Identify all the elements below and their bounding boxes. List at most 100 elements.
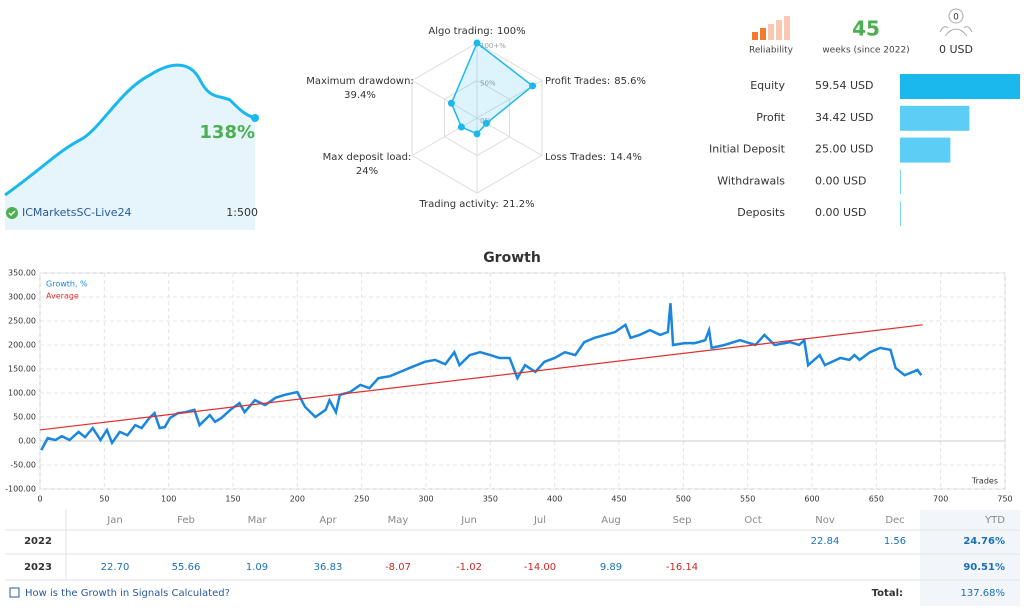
y-tick-label: 300.00 (8, 293, 36, 302)
x-tick-label: 650 (869, 495, 884, 504)
radar-label: Algo trading: 100% (428, 26, 525, 37)
rel-bar (752, 32, 758, 40)
bar (900, 201, 901, 227)
help-link[interactable]: How is the Growth in Signals Calculated? (25, 588, 230, 599)
plot-frame (39, 272, 1006, 490)
series-line (40, 303, 923, 451)
month-value: 22.84 (811, 536, 840, 547)
month-value: -1.02 (456, 562, 482, 573)
sparkline-end (251, 114, 259, 122)
bar-label: Initial Deposit (709, 143, 786, 156)
bar (900, 105, 970, 131)
total-label: Total: (872, 588, 903, 599)
month-value: 22.70 (101, 562, 130, 573)
mask (0, 232, 1024, 238)
ytd-column (920, 510, 1020, 606)
leverage: 1:500 (226, 206, 258, 219)
subscriber-icon (948, 8, 964, 24)
x-tick-label: 0 (37, 495, 42, 504)
weeks-label: weeks (since 2022) (822, 46, 909, 56)
bar-value: 34.42 USD (815, 111, 874, 124)
rel-bar (776, 20, 782, 40)
subscribers: 0 (953, 13, 959, 23)
month-value: 1.09 (246, 562, 268, 573)
radar-value: 100% (497, 26, 526, 37)
server-name[interactable]: ICMarketsSC-Live24 (22, 206, 132, 219)
radar-spoke (411, 80, 478, 119)
check (8, 210, 16, 217)
radar-point (457, 123, 465, 131)
month-header: Aug (601, 515, 621, 526)
ytd-header: YTD (984, 515, 1005, 526)
month-header: Jul (533, 515, 546, 526)
bar (900, 169, 901, 195)
ytd-value: 90.51% (963, 562, 1005, 573)
legend-entry: Average (46, 292, 79, 301)
x-tick-label: 250 (354, 495, 369, 504)
radar-value: 24% (356, 166, 378, 177)
radar-point (473, 130, 481, 138)
radar-label-name: Algo trading: (428, 26, 493, 37)
radar-spoke (411, 117, 478, 156)
sparkline (4, 63, 256, 197)
x-axis-label: Trades (971, 477, 998, 486)
year: 2023 (24, 562, 52, 573)
radar-area (450, 41, 534, 135)
x-tick-label: 500 (676, 495, 691, 504)
sparkline-area (5, 65, 255, 230)
bar (900, 74, 1020, 99)
radar-point (529, 82, 537, 90)
bar-value: 25.00 USD (815, 143, 874, 156)
rel-bar (784, 16, 790, 40)
radar-label-name: Trading activity: (418, 199, 498, 210)
radar-point (482, 119, 490, 127)
y-tick-label: 100.00 (8, 389, 36, 398)
total-value: 137.68% (961, 588, 1006, 599)
radar-point (473, 39, 481, 47)
radar-tick-label: 50% (480, 80, 496, 88)
y-tick-label: -100.00 (5, 485, 36, 494)
x-tick-label: 350 (483, 495, 498, 504)
x-tick-label: 450 (611, 495, 626, 504)
x-tick-label: 550 (740, 495, 755, 504)
legend-entry: Growth, % (46, 280, 88, 289)
month-header: Sep (673, 515, 692, 526)
bar-value: 0.00 USD (815, 174, 867, 187)
x-tick-label: 100 (161, 495, 176, 504)
month-header: Feb (177, 515, 195, 526)
growth-value: 138% (199, 122, 255, 143)
month-header: May (388, 515, 409, 526)
month-header: Apr (319, 515, 337, 526)
radar-value: 21.2% (503, 199, 535, 210)
y-tick-label: 350.00 (8, 269, 36, 278)
ytd-value: 24.76% (963, 536, 1005, 547)
x-tick-label: 200 (290, 495, 305, 504)
y-tick-label: 0.00 (18, 437, 36, 446)
bar-label: Profit (756, 111, 785, 124)
reliability-label: Reliability (749, 46, 794, 56)
month-header: Nov (815, 515, 835, 526)
y-tick-label: 150.00 (8, 365, 36, 374)
x-tick-label: 700 (933, 495, 948, 504)
y-tick-label: 50.00 (13, 413, 36, 422)
month-value: 55.66 (172, 562, 201, 573)
rel-bar (768, 24, 774, 40)
month-header: Jun (460, 515, 477, 526)
year: 2022 (24, 536, 52, 547)
x-tick-label: 50 (99, 495, 109, 504)
chart-title: Growth (483, 250, 541, 266)
month-header: Oct (744, 515, 761, 526)
radar-label-name: Profit Trades: (545, 76, 610, 87)
x-tick-label: 300 (418, 495, 433, 504)
month-header: Jan (106, 515, 122, 526)
radar-label: Maximum drawdown: (306, 76, 414, 87)
bar-label: Deposits (737, 206, 785, 219)
radar-tick-label: 100+% (480, 42, 506, 50)
series-line (39, 324, 923, 431)
radar-value: 14.4% (610, 152, 642, 163)
radar-point (447, 99, 455, 107)
month-value: -16.14 (666, 562, 698, 573)
radar-label: Profit Trades: 85.6% (545, 76, 646, 87)
x-tick-label: 750 (997, 495, 1012, 504)
